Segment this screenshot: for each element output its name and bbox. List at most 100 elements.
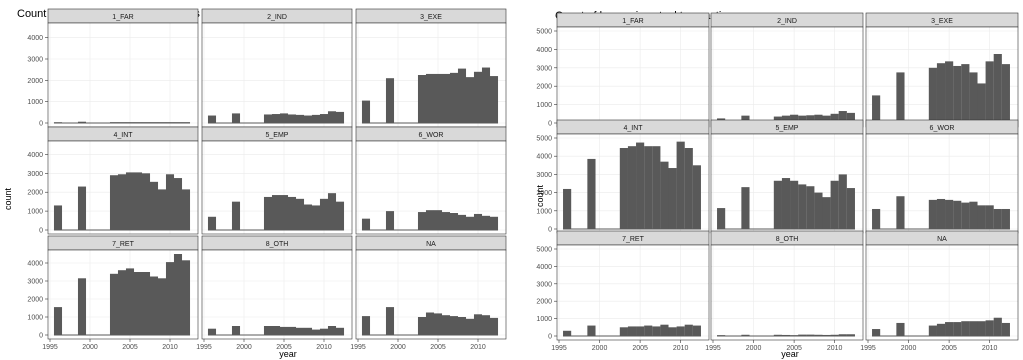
buyers-y-tick-label: 5000 (536, 247, 552, 254)
buyers-x-tick-label: 2010 (982, 345, 998, 352)
buyers-bar (993, 208, 1002, 229)
sellers-bar (473, 71, 483, 123)
sellers-facet-strip-label: 2_IND (267, 14, 287, 21)
sellers-bar (109, 122, 119, 123)
buyers-bar (838, 334, 847, 336)
buyers-y-tick-label: 0 (548, 227, 552, 234)
sellers-facet-strip-label: 6_WOR (419, 132, 444, 139)
sellers-bar (295, 114, 305, 123)
sellers-bar (231, 201, 241, 230)
buyers-bar (587, 325, 596, 336)
sellers-bar (53, 122, 63, 123)
sellers-bar (311, 114, 321, 123)
sellers-bar (449, 316, 459, 335)
buyers-bar (741, 334, 750, 336)
buyers-bar (977, 83, 986, 123)
buyers-bar (846, 334, 855, 336)
buyers-facet-6_WOR: 6_WOR (865, 119, 1019, 234)
sellers-bar (433, 210, 443, 230)
sellers-bar (279, 113, 289, 123)
buyers-bar (1001, 322, 1010, 336)
buyers-bar (830, 113, 839, 123)
sellers-facet-strip-label: 1_FAR (112, 14, 133, 21)
sellers-facet-strip-label: NA (426, 241, 436, 248)
sellers-bar (133, 272, 143, 335)
sellers-bar (173, 122, 183, 123)
buyers-bar (830, 180, 839, 229)
sellers-facet-NA: NA 1995 2000 2005 2010 (350, 235, 507, 351)
buyers-bar (806, 334, 815, 336)
sellers-bar (53, 205, 63, 230)
buyers-bar (985, 61, 994, 123)
sellers-bar (207, 328, 217, 335)
sellers-bar (149, 181, 159, 230)
buyers-facet-strip-label: 4_INT (623, 125, 643, 132)
buyers-bar (790, 114, 799, 123)
sellers-bar (271, 195, 281, 230)
sellers-bar (449, 72, 459, 123)
sellers-bar (141, 272, 151, 335)
buyers-facet-strip-label: 1_FAR (622, 18, 643, 25)
sellers-facet-strip-label: 3_EXE (420, 14, 442, 21)
buyers-bar (961, 64, 970, 123)
buyers-bar (741, 115, 750, 123)
buyers-bar (1001, 208, 1010, 229)
sellers-facet-7_RET: 7_RET 0 1000 2000 3000 4000 1995 2000 2005 2010 (27, 235, 199, 351)
sellers-bar (385, 78, 395, 123)
sellers-panel-border (47, 249, 199, 340)
buyers-facet-8_OTH: 8_OTH 1995 2000 2005 2010 (705, 230, 864, 352)
sellers-bar (133, 172, 143, 230)
sellers-bar (319, 328, 329, 335)
sellers-bar (149, 276, 159, 335)
sellers-x-tick-label: 2005 (276, 344, 292, 351)
sellers-facet-3_EXE: 3_EXE (355, 8, 507, 128)
buyers-x-tick-label: 2005 (786, 345, 802, 352)
sellers-bar (457, 317, 467, 335)
buyers-bar (814, 192, 823, 229)
sellers-bar (157, 122, 167, 123)
sellers-bar (157, 278, 167, 335)
buyers-bar (1001, 64, 1010, 123)
sellers-bar (303, 115, 313, 123)
sellers-bar (263, 196, 273, 230)
buyers-y-tick-label: 4000 (536, 47, 552, 54)
sellers-bar (457, 68, 467, 123)
buyers-bar (660, 161, 669, 229)
sellers-bar (425, 73, 435, 123)
buyers-facet-strip-label: 6_WOR (930, 125, 955, 132)
sellers-bar (449, 213, 459, 230)
buyers-y-tick-label: 4000 (536, 154, 552, 161)
sellers-x-tick-label: 1995 (350, 344, 366, 351)
buyers-bar (619, 327, 628, 336)
buyers-bar (993, 54, 1002, 123)
sellers-panel-border (201, 140, 353, 235)
buyers-bar (563, 188, 572, 229)
buyers-facet-5_EMP: 5_EMP (710, 119, 864, 234)
sellers-bar (303, 327, 313, 335)
buyers-bar (830, 334, 839, 336)
sellers-y-tick-label: 4000 (27, 152, 43, 159)
buyers-bar (961, 321, 970, 336)
sellers-x-tick-label: 2010 (162, 344, 178, 351)
buyers-x-tick-label: 2010 (827, 345, 843, 352)
buyers-y-tick-label: 2000 (536, 299, 552, 306)
buyers-bar (872, 329, 881, 336)
buyers-bar (652, 146, 661, 229)
buyers-bar (587, 158, 596, 229)
sellers-bar (207, 216, 217, 230)
sellers-bar (141, 122, 151, 123)
sellers-facet-strip-label: 7_RET (112, 241, 135, 248)
sellers-bar (425, 312, 435, 335)
sellers-y-tick-label: 2000 (27, 297, 43, 304)
sellers-bar (133, 122, 143, 123)
sellers-bar (279, 195, 289, 230)
sellers-bar (165, 174, 175, 230)
buyers-bar (676, 326, 685, 336)
sellers-y-axis-label: count (3, 187, 13, 210)
sellers-y-tick-label: 3000 (27, 171, 43, 178)
sellers-facet-2_IND: 2_IND (201, 8, 353, 128)
sellers-bar (361, 218, 371, 230)
buyers-bar (985, 205, 994, 229)
sellers-y-tick-label: 3000 (27, 57, 43, 64)
sellers-bar (319, 198, 329, 230)
